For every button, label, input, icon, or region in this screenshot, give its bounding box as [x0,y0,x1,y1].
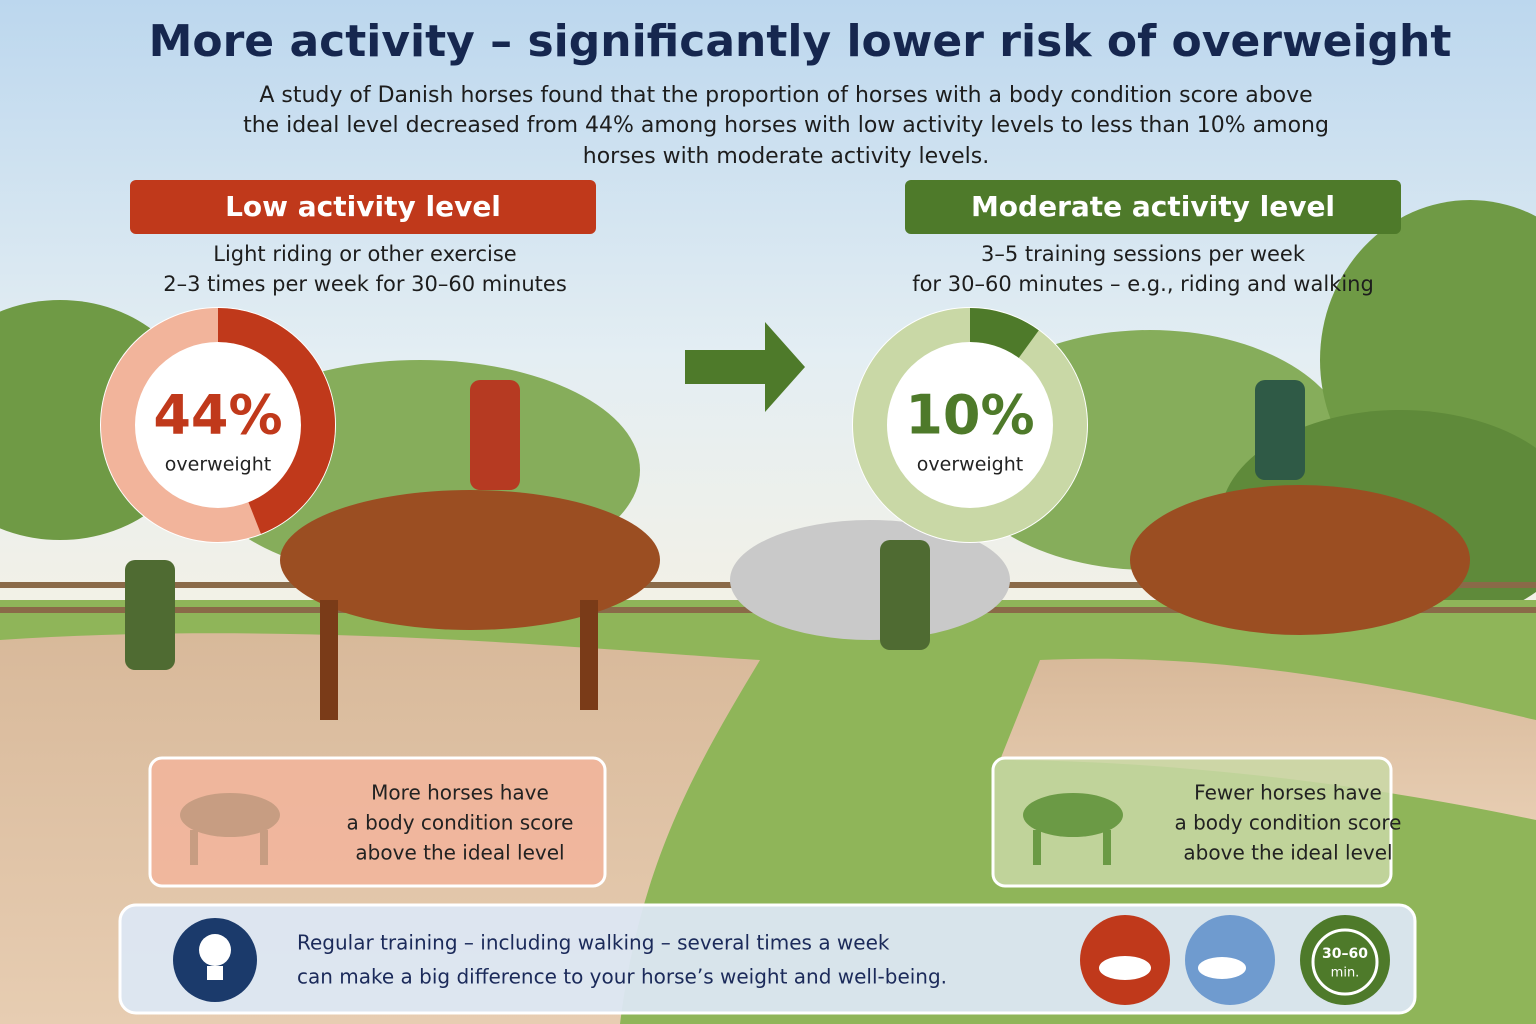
donut-segment [101,308,335,542]
horse-icon [1033,830,1041,865]
note-text: a body condition score [1174,811,1401,835]
subtitle-line: horses with moderate activity levels. [583,144,990,169]
title: More activity – significantly lower risk… [149,16,1452,67]
timer-label: min. [1331,966,1360,981]
percent-caption: overweight [917,454,1023,476]
horse-icon [1103,830,1111,865]
footer-text: Regular training – including walking – s… [297,931,890,955]
percent-label: 44% [153,384,282,447]
panel-description: for 30–60 minutes – e.g., riding and wal… [912,272,1374,296]
donut-center [136,343,300,507]
panel-description: 3–5 training sessions per week [981,242,1306,266]
subtitle-line: the ideal level decreased from 44% among… [243,113,1329,138]
walking-icon [1198,957,1246,979]
panel-heading-box [905,180,1401,234]
note-text: More horses have [371,781,549,805]
panel-heading: Moderate activity level [971,190,1335,223]
note-text: above the ideal level [1183,841,1392,865]
timer-label: 30–60 [1322,946,1368,962]
note-text: Fewer horses have [1194,781,1382,805]
horse-icon [190,830,198,865]
panel-description: 2–3 times per week for 30–60 minutes [163,272,567,296]
lightbulb-icon [199,934,231,966]
subtitle-line: A study of Danish horses found that the … [259,83,1312,108]
horse-icon [1023,793,1123,837]
footer-text: can make a big difference to your horse’… [297,965,947,989]
panels: Low activity level Light riding or other … [100,180,1402,888]
lightbulb-icon [207,966,223,980]
panel-heading: Low activity level [225,190,501,223]
percent-caption: overweight [165,454,271,476]
riding-icon [1099,956,1151,980]
horse-icon [260,830,268,865]
timer-icon [1311,928,1379,996]
donut-segment [853,308,1087,542]
note-text: a body condition score [346,811,573,835]
panel-description: Light riding or other exercise [213,242,516,266]
path [1000,658,1536,820]
arrow [685,322,805,412]
panel-heading-box [130,180,596,234]
percent-label: 10% [905,384,1034,447]
horse-illustrations [125,380,1470,720]
note-text: above the ideal level [355,841,564,865]
note-box [991,756,1393,888]
donut-center [888,343,1052,507]
horse-icon [180,793,280,837]
